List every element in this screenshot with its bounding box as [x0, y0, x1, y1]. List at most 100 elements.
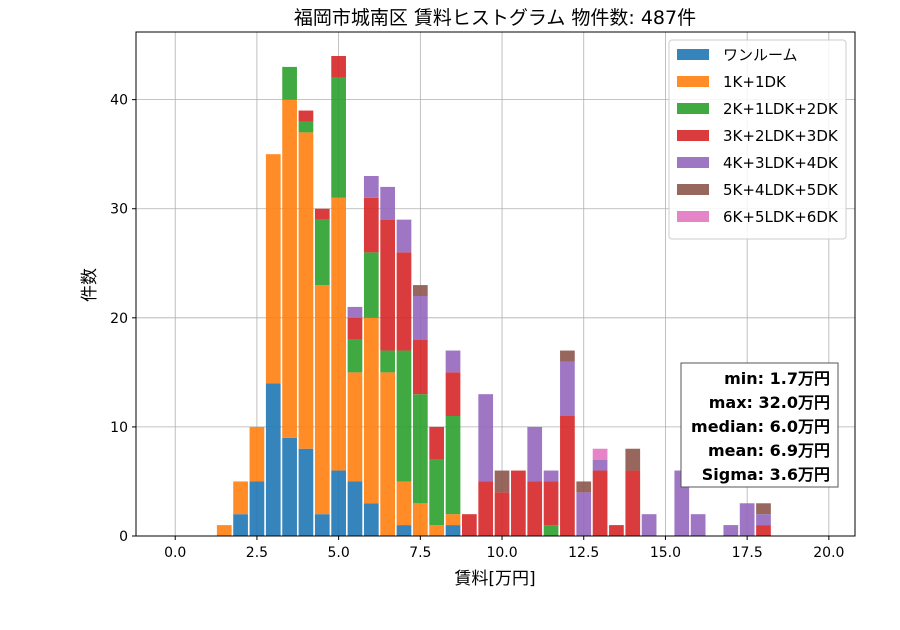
bar-segment	[363, 176, 379, 198]
bar-segment	[249, 481, 265, 536]
bars	[216, 56, 771, 536]
stats-frame	[680, 362, 839, 488]
bar-segment	[527, 481, 543, 536]
chart-title: 福岡市城南区 賃料ヒストグラム 物件数: 487件	[294, 7, 696, 29]
bar-segment	[625, 470, 641, 536]
bar-segment	[249, 426, 265, 482]
x-tick-label: 10.0	[486, 545, 517, 561]
x-tick-label: 12.5	[568, 545, 599, 561]
bar-segment	[511, 470, 526, 536]
bar-segment	[576, 492, 592, 536]
y-tick-label: 30	[110, 202, 128, 218]
legend-swatch	[677, 184, 709, 195]
bar-segment	[478, 394, 494, 482]
legend-label: ワンルーム	[723, 46, 798, 64]
bar-segment	[690, 514, 706, 536]
legend-label: 5K+4LDK+5DK	[723, 181, 839, 199]
legend-box	[668, 39, 847, 240]
bar-segment	[412, 339, 428, 395]
x-tick-label: 2.5	[246, 545, 268, 561]
legend-swatch	[677, 49, 709, 60]
y-axis-ticks: 0 10 20 30 40	[110, 93, 136, 545]
bar-segment	[412, 394, 428, 504]
bar-segment	[347, 306, 363, 318]
bar-segment	[233, 481, 248, 515]
bar-segment	[592, 470, 608, 536]
x-tick-label: 5.0	[327, 545, 349, 561]
bar-segment	[282, 437, 297, 536]
bar-segment	[445, 372, 461, 416]
bar-segment	[331, 197, 346, 471]
bar-segment	[543, 470, 559, 482]
stats-line: median: 6.0万円	[691, 417, 830, 436]
bar-segment	[462, 514, 477, 536]
x-axis-label: 賃料[万円]	[454, 569, 535, 589]
bar-segment	[298, 448, 314, 536]
bar-segment	[527, 426, 543, 482]
bar-segment	[265, 383, 281, 536]
plot-frame	[135, 31, 856, 537]
bar-segment	[445, 416, 461, 515]
bar-segment	[216, 525, 232, 536]
bar-segment	[560, 350, 575, 362]
bar-segment	[265, 154, 281, 384]
bar-segment	[543, 481, 559, 526]
x-tick-label: 15.0	[650, 545, 681, 561]
bar-segment	[429, 459, 445, 526]
legend-label: 2K+1LDK+2DK	[723, 100, 839, 118]
legend: ワンルーム 1K+1DK 2K+1LDK+2DK 3K+2LDK+3DK 4K+3LDK…	[668, 39, 847, 240]
bar-segment	[494, 492, 510, 536]
bar-segment	[412, 503, 428, 536]
x-tick-label: 0.0	[164, 545, 186, 561]
y-tick-label: 20	[110, 311, 128, 327]
bar-segment	[756, 525, 771, 536]
legend-swatch	[677, 211, 709, 222]
bar-segment	[592, 448, 608, 460]
bar-segment	[363, 317, 379, 504]
y-tick-label: 10	[110, 420, 128, 436]
bar-segment	[314, 514, 330, 536]
bar-segment	[396, 252, 412, 351]
stats-line: Sigma: 3.6万円	[702, 465, 830, 484]
bar-segment	[347, 317, 363, 340]
stats-box: min: 1.7万円 max: 32.0万円 median: 6.0万円 mean: …	[680, 362, 839, 488]
bar-segment	[396, 219, 412, 253]
bar-segment	[331, 77, 346, 198]
bar-segment	[478, 481, 494, 536]
x-tick-label: 17.5	[732, 545, 763, 561]
bar-segment	[298, 110, 314, 122]
bar-segment	[625, 448, 641, 471]
bar-segment	[560, 361, 575, 416]
legend-swatch	[677, 103, 709, 114]
bar-segment	[756, 503, 771, 515]
bar-segment	[609, 525, 624, 536]
legend-label: 3K+2LDK+3DK	[723, 127, 839, 145]
bar-segment	[723, 525, 739, 536]
legend-label: 6K+5LDK+6DK	[723, 208, 839, 226]
bar-segment	[412, 296, 428, 340]
legend-label: 4K+3LDK+4DK	[723, 154, 839, 172]
x-axis-ticks: 0.0 2.5 5.0 7.5 10.0 12.5 15.0 17.5 20.0	[164, 536, 844, 561]
bar-segment	[363, 197, 379, 253]
bar-segment	[298, 132, 314, 449]
stats-line: min: 1.7万円	[724, 369, 830, 388]
bar-segment	[347, 481, 363, 536]
bar-segment	[347, 372, 363, 482]
bar-segment	[576, 481, 592, 493]
bar-segment	[396, 481, 412, 526]
bar-segment	[380, 186, 396, 220]
bar-segment	[314, 285, 330, 515]
bar-segment	[380, 372, 396, 536]
bar-segment	[756, 514, 771, 526]
bar-segment	[380, 219, 396, 351]
bar-segment	[429, 525, 445, 536]
bar-segment	[363, 503, 379, 536]
bar-segment	[543, 525, 559, 536]
x-tick-label: 7.5	[409, 545, 431, 561]
y-axis-label: 件数	[80, 268, 100, 302]
bar-segment	[445, 350, 461, 373]
bar-segment	[445, 514, 461, 526]
bar-segment	[396, 525, 412, 536]
stats-line: max: 32.0万円	[709, 393, 830, 412]
bar-segment	[412, 285, 428, 296]
